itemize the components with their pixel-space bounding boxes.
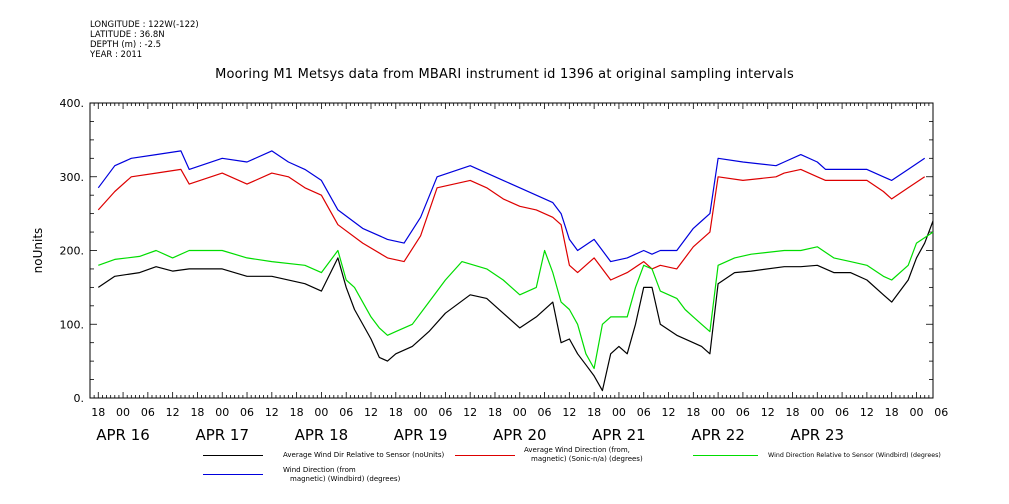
hour-tick-label: 00 — [414, 406, 428, 419]
hour-tick-label: 12 — [761, 406, 775, 419]
hour-tick-label: 12 — [166, 406, 180, 419]
hour-tick-label: 18 — [885, 406, 899, 419]
hour-tick-label: 06 — [438, 406, 452, 419]
hour-tick-label: 00 — [116, 406, 130, 419]
hour-tick-label: 00 — [513, 406, 527, 419]
series-line-1 — [97, 168, 926, 281]
hour-tick-label: 00 — [810, 406, 824, 419]
y-tick-label: 100. — [60, 318, 85, 331]
latitude-text: LATITUDE : 36.8N — [90, 30, 165, 40]
year-text: YEAR : 2011 — [90, 50, 143, 60]
hour-tick-label: 00 — [314, 406, 328, 419]
hour-tick-label: 06 — [934, 406, 948, 419]
day-label: APR 20 — [493, 426, 547, 444]
hour-tick-label: 00 — [909, 406, 923, 419]
hour-tick-label: 18 — [190, 406, 204, 419]
hour-tick-label: 18 — [290, 406, 304, 419]
hour-tick-label: 06 — [240, 406, 254, 419]
hour-tick-label: 18 — [587, 406, 601, 419]
day-label: APR 16 — [96, 426, 150, 444]
day-label: APR 23 — [790, 426, 844, 444]
hour-tick-label: 06 — [538, 406, 552, 419]
y-tick-label: 400. — [60, 97, 85, 110]
hour-tick-label: 00 — [215, 406, 229, 419]
hour-tick-label: 12 — [364, 406, 378, 419]
hour-tick-label: 12 — [463, 406, 477, 419]
hour-tick-label: 18 — [389, 406, 403, 419]
y-tick-label: 300. — [60, 171, 85, 184]
series-line-0 — [97, 220, 934, 392]
hour-tick-label: 18 — [488, 406, 502, 419]
hour-tick-label: 18 — [786, 406, 800, 419]
hour-tick-label: 06 — [339, 406, 353, 419]
hour-tick-label: 18 — [91, 406, 105, 419]
hour-tick-label: 00 — [711, 406, 725, 419]
hour-tick-label: 12 — [265, 406, 279, 419]
hour-tick-label: 06 — [736, 406, 750, 419]
metadata-block: LONGITUDE : 122W(-122) LATITUDE : 36.8N … — [90, 20, 199, 60]
depth-text: DEPTH (m) : -2.5 — [90, 40, 162, 50]
hour-tick-label: 12 — [860, 406, 874, 419]
hour-tick-label: 00 — [612, 406, 626, 419]
y-tick-label: 200. — [60, 245, 85, 258]
longitude-text: LONGITUDE : 122W(-122) — [90, 20, 199, 30]
hour-tick-label: 06 — [835, 406, 849, 419]
day-label: APR 22 — [691, 426, 745, 444]
y-tick-label: 0. — [74, 392, 85, 405]
day-label: APR 19 — [394, 426, 448, 444]
day-label: APR 17 — [195, 426, 249, 444]
day-label: APR 21 — [592, 426, 646, 444]
chart-title: Mooring M1 Metsys data from MBARI instru… — [215, 67, 794, 82]
y-axis-label: noUnits — [31, 228, 45, 274]
day-label: APR 18 — [295, 426, 349, 444]
hour-tick-label: 12 — [562, 406, 576, 419]
series-line-3 — [97, 150, 926, 263]
hour-tick-label: 06 — [141, 406, 155, 419]
hour-tick-label: 18 — [686, 406, 700, 419]
hour-tick-label: 06 — [637, 406, 651, 419]
series-line-2 — [98, 231, 934, 370]
hour-tick-label: 12 — [662, 406, 676, 419]
